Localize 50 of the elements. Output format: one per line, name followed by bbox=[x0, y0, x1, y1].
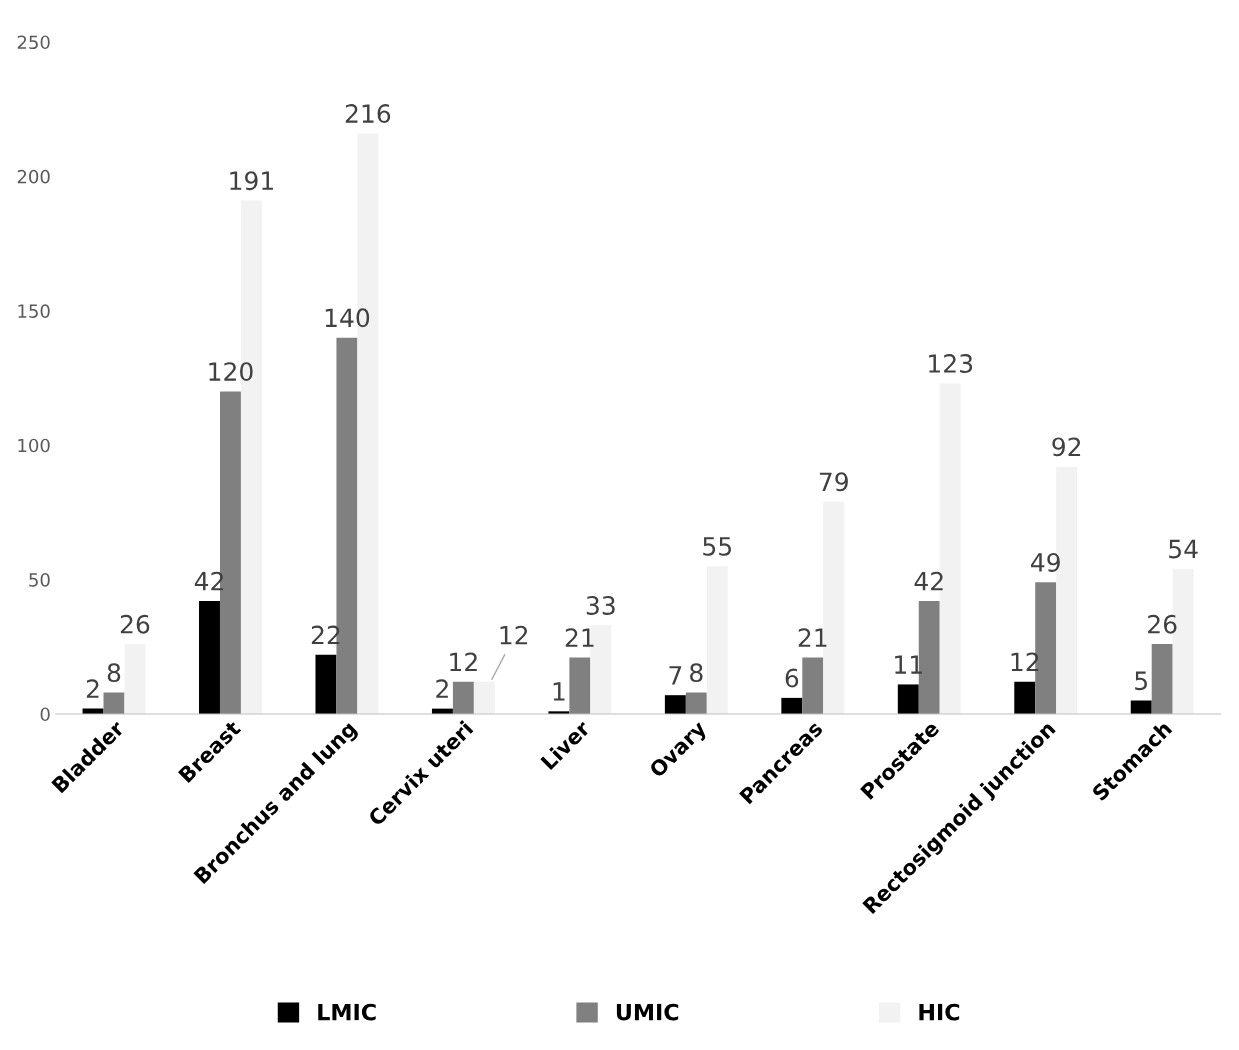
y-tick-label: 0 bbox=[40, 707, 50, 722]
bar bbox=[452, 681, 474, 714]
data-label: 216 bbox=[345, 104, 391, 123]
data-label: 6 bbox=[785, 668, 799, 688]
data-label: 140 bbox=[325, 308, 370, 328]
y-tick-label: 50 bbox=[29, 573, 50, 587]
bar bbox=[315, 654, 337, 714]
data-label: 8 bbox=[107, 663, 121, 683]
y-tick-label: 200 bbox=[17, 169, 50, 184]
bar bbox=[802, 657, 824, 714]
legend-label: HIC bbox=[919, 1003, 960, 1021]
data-label: 12 bbox=[500, 625, 528, 645]
data-label: 55 bbox=[703, 537, 731, 556]
data-label: 26 bbox=[1148, 614, 1177, 634]
bar bbox=[664, 695, 686, 714]
data-label: 2 bbox=[436, 679, 448, 698]
bar bbox=[781, 697, 803, 714]
bar bbox=[1014, 681, 1036, 714]
bar bbox=[1151, 644, 1173, 714]
data-label: 2 bbox=[86, 679, 99, 698]
bar bbox=[897, 684, 919, 714]
data-label: 191 bbox=[230, 171, 273, 191]
data-label: 26 bbox=[120, 614, 150, 634]
data-label: 8 bbox=[690, 663, 703, 683]
y-tick-label: 250 bbox=[17, 35, 50, 50]
data-label: 1 bbox=[553, 682, 565, 701]
data-label: 7 bbox=[669, 666, 682, 685]
y-tick-label: 100 bbox=[18, 438, 50, 453]
data-label: 33 bbox=[586, 595, 615, 615]
data-label: 21 bbox=[565, 628, 594, 647]
bar bbox=[199, 601, 220, 714]
data-label: 42 bbox=[914, 571, 943, 591]
bar bbox=[124, 644, 146, 714]
bar bbox=[685, 692, 707, 714]
data-label: 79 bbox=[819, 472, 848, 492]
bar bbox=[706, 566, 728, 714]
data-label: 92 bbox=[1052, 437, 1081, 457]
legend-label: UMIC bbox=[616, 1003, 679, 1021]
bar bbox=[569, 657, 591, 714]
data-label: 12 bbox=[450, 652, 477, 671]
y-tick-label: 150 bbox=[18, 304, 50, 318]
legend-label: LMIC bbox=[318, 1003, 376, 1021]
data-label: 21 bbox=[798, 628, 827, 647]
data-label: 5 bbox=[1135, 671, 1147, 691]
data-label: 123 bbox=[929, 354, 973, 373]
data-label: 49 bbox=[1031, 552, 1060, 572]
bar bbox=[103, 692, 125, 714]
bar bbox=[473, 681, 495, 714]
data-label: 120 bbox=[209, 362, 253, 382]
data-label: 54 bbox=[1169, 539, 1198, 559]
